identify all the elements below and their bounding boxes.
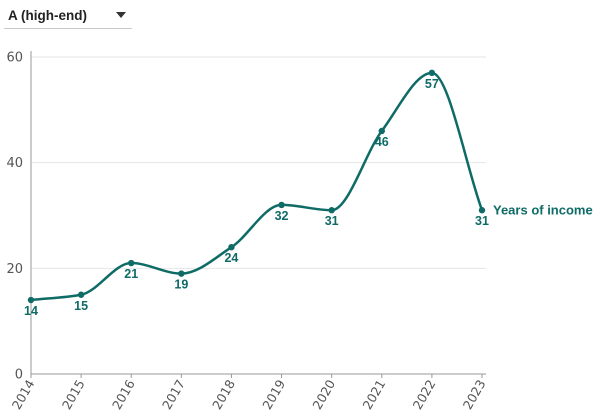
x-tick-label: 2021 xyxy=(359,377,388,412)
y-tick-label: 20 xyxy=(6,262,23,277)
gridlines xyxy=(31,56,486,269)
x-tick-label: 2015 xyxy=(59,377,88,412)
data-point xyxy=(278,201,285,209)
data-point xyxy=(228,244,235,251)
y-tick-label: 60 xyxy=(6,51,23,66)
data-label: 15 xyxy=(74,299,88,313)
data-point xyxy=(428,69,436,77)
data-point xyxy=(378,127,385,135)
data-label: 21 xyxy=(124,267,138,281)
series-line xyxy=(30,71,484,302)
data-point xyxy=(27,296,35,304)
series-lines xyxy=(30,71,484,302)
series-selector-value: A (high-end) xyxy=(8,7,87,23)
x-tick-label: 2019 xyxy=(259,377,288,412)
x-tick-label: 2017 xyxy=(159,377,188,412)
series-label: Years of income xyxy=(493,203,593,218)
y-tick-label: 40 xyxy=(6,156,23,171)
data-point xyxy=(128,259,135,267)
x-tick-label: 2023 xyxy=(460,377,489,412)
x-tick-label: 2022 xyxy=(410,377,439,412)
x-tick-label: 2014 xyxy=(9,377,38,412)
x-tick-label: 2018 xyxy=(209,377,238,412)
data-label: 57 xyxy=(425,77,439,91)
data-label: 31 xyxy=(475,214,489,228)
data-label: 24 xyxy=(224,251,238,265)
data-label: 31 xyxy=(325,214,339,228)
data-point xyxy=(478,207,486,214)
data-point xyxy=(328,207,335,214)
x-tick-label: 2020 xyxy=(309,377,338,412)
data-label: 46 xyxy=(375,135,389,149)
data-point xyxy=(77,291,85,298)
data-label: 32 xyxy=(275,209,289,223)
y-tick-label: 0 xyxy=(15,368,23,383)
data-label: 19 xyxy=(174,278,188,292)
x-tick-label: 2016 xyxy=(109,377,138,412)
data-point xyxy=(178,270,185,277)
series-selector-dropdown[interactable]: A (high-end) xyxy=(4,2,132,29)
data-label: 14 xyxy=(24,304,38,318)
caret-down-icon xyxy=(116,12,126,18)
data-labels: 14 15 21 19 24 32 31 46 57 31 Years of income xyxy=(24,77,593,318)
data-points xyxy=(27,69,486,304)
